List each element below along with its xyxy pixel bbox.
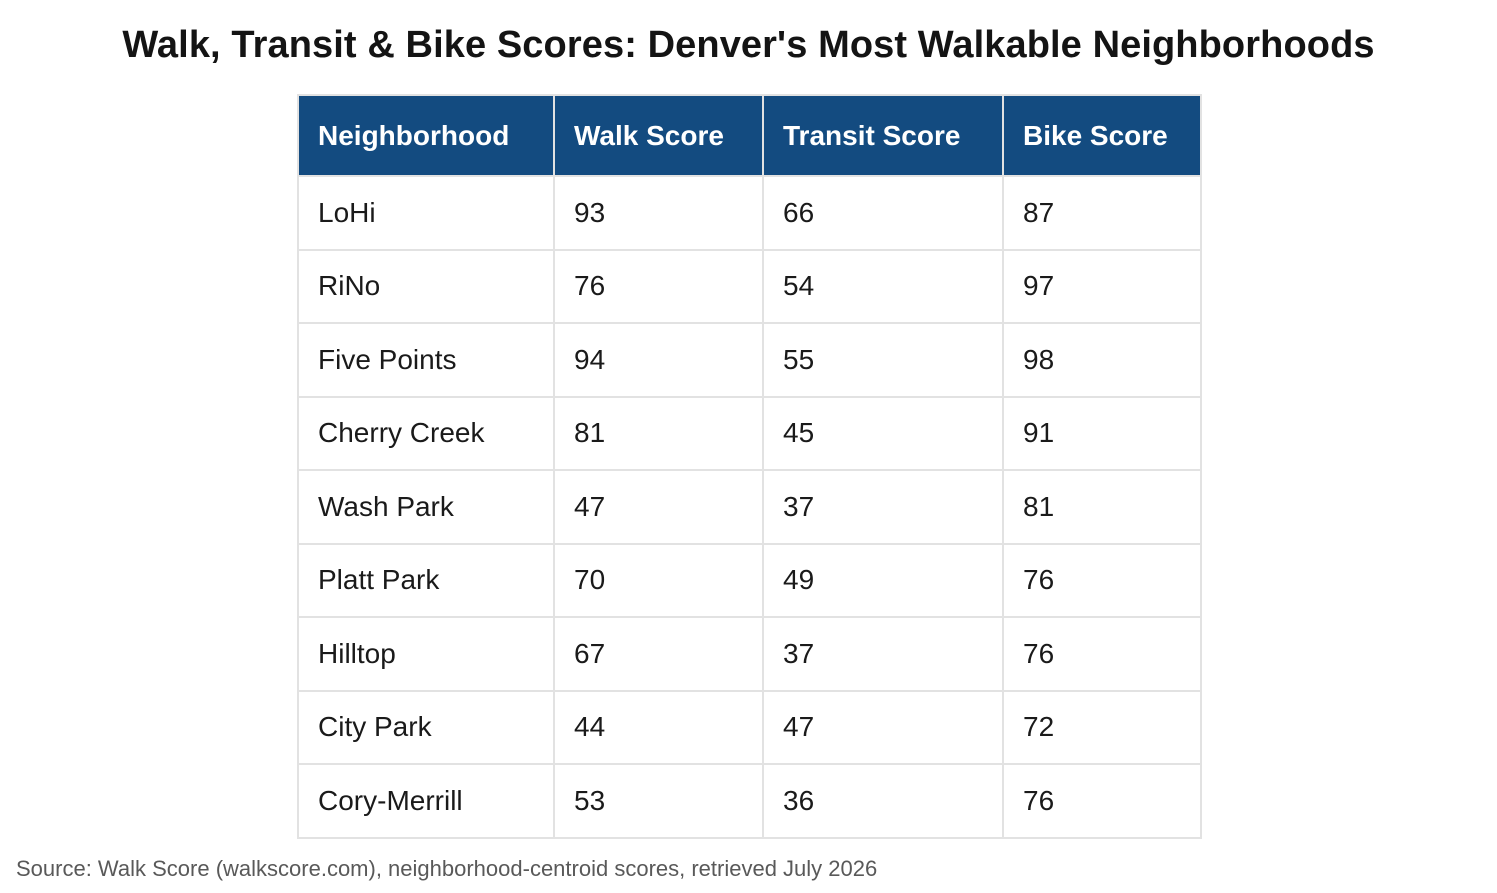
neighborhood-cell: Cory-Merrill (297, 763, 555, 839)
walk-score-cell: 47 (553, 469, 764, 545)
walk-score-cell: 81 (553, 395, 764, 471)
bike-score-cell: 76 (1002, 616, 1202, 692)
scores-table: Neighborhood Walk Score Transit Score Bi… (297, 94, 1202, 839)
bike-score-cell: 81 (1002, 469, 1202, 545)
column-header-bike-score: Bike Score (1002, 94, 1202, 177)
table-row: Platt Park 70 49 76 (297, 542, 1202, 618)
neighborhood-cell: RiNo (297, 248, 555, 324)
source-note: Source: Walk Score (walkscore.com), neig… (16, 856, 878, 881)
neighborhood-cell: City Park (297, 689, 555, 765)
bike-score-cell: 76 (1002, 763, 1202, 839)
table-row: LoHi 93 66 87 (297, 175, 1202, 251)
table-row: Hilltop 67 37 76 (297, 616, 1202, 692)
walk-score-cell: 44 (553, 689, 764, 765)
neighborhood-cell: Hilltop (297, 616, 555, 692)
table-row: Cherry Creek 81 45 91 (297, 395, 1202, 471)
walk-score-cell: 53 (553, 763, 764, 839)
walk-score-cell: 76 (553, 248, 764, 324)
table-row: City Park 44 47 72 (297, 689, 1202, 765)
page-title: Walk, Transit & Bike Scores: Denver's Mo… (122, 24, 1375, 66)
transit-score-cell: 54 (762, 248, 1004, 324)
column-header-transit-score: Transit Score (762, 94, 1004, 177)
walk-score-cell: 70 (553, 542, 764, 618)
bike-score-cell: 76 (1002, 542, 1202, 618)
transit-score-cell: 49 (762, 542, 1004, 618)
walk-score-cell: 94 (553, 322, 764, 398)
transit-score-cell: 37 (762, 616, 1004, 692)
transit-score-cell: 45 (762, 395, 1004, 471)
table-row: RiNo 76 54 97 (297, 248, 1202, 324)
transit-score-cell: 37 (762, 469, 1004, 545)
bike-score-cell: 72 (1002, 689, 1202, 765)
transit-score-cell: 55 (762, 322, 1004, 398)
walk-score-cell: 93 (553, 175, 764, 251)
neighborhood-cell: Five Points (297, 322, 555, 398)
neighborhood-cell: LoHi (297, 175, 555, 251)
neighborhood-cell: Cherry Creek (297, 395, 555, 471)
table-header-row: Neighborhood Walk Score Transit Score Bi… (297, 94, 1202, 177)
table-row: Five Points 94 55 98 (297, 322, 1202, 398)
table-row: Cory-Merrill 53 36 76 (297, 763, 1202, 839)
walk-score-cell: 67 (553, 616, 764, 692)
transit-score-cell: 66 (762, 175, 1004, 251)
transit-score-cell: 47 (762, 689, 1004, 765)
bike-score-cell: 91 (1002, 395, 1202, 471)
neighborhood-cell: Platt Park (297, 542, 555, 618)
neighborhood-cell: Wash Park (297, 469, 555, 545)
bike-score-cell: 87 (1002, 175, 1202, 251)
transit-score-cell: 36 (762, 763, 1004, 839)
table-row: Wash Park 47 37 81 (297, 469, 1202, 545)
bike-score-cell: 97 (1002, 248, 1202, 324)
column-header-walk-score: Walk Score (553, 94, 764, 177)
bike-score-cell: 98 (1002, 322, 1202, 398)
column-header-neighborhood: Neighborhood (297, 94, 555, 177)
